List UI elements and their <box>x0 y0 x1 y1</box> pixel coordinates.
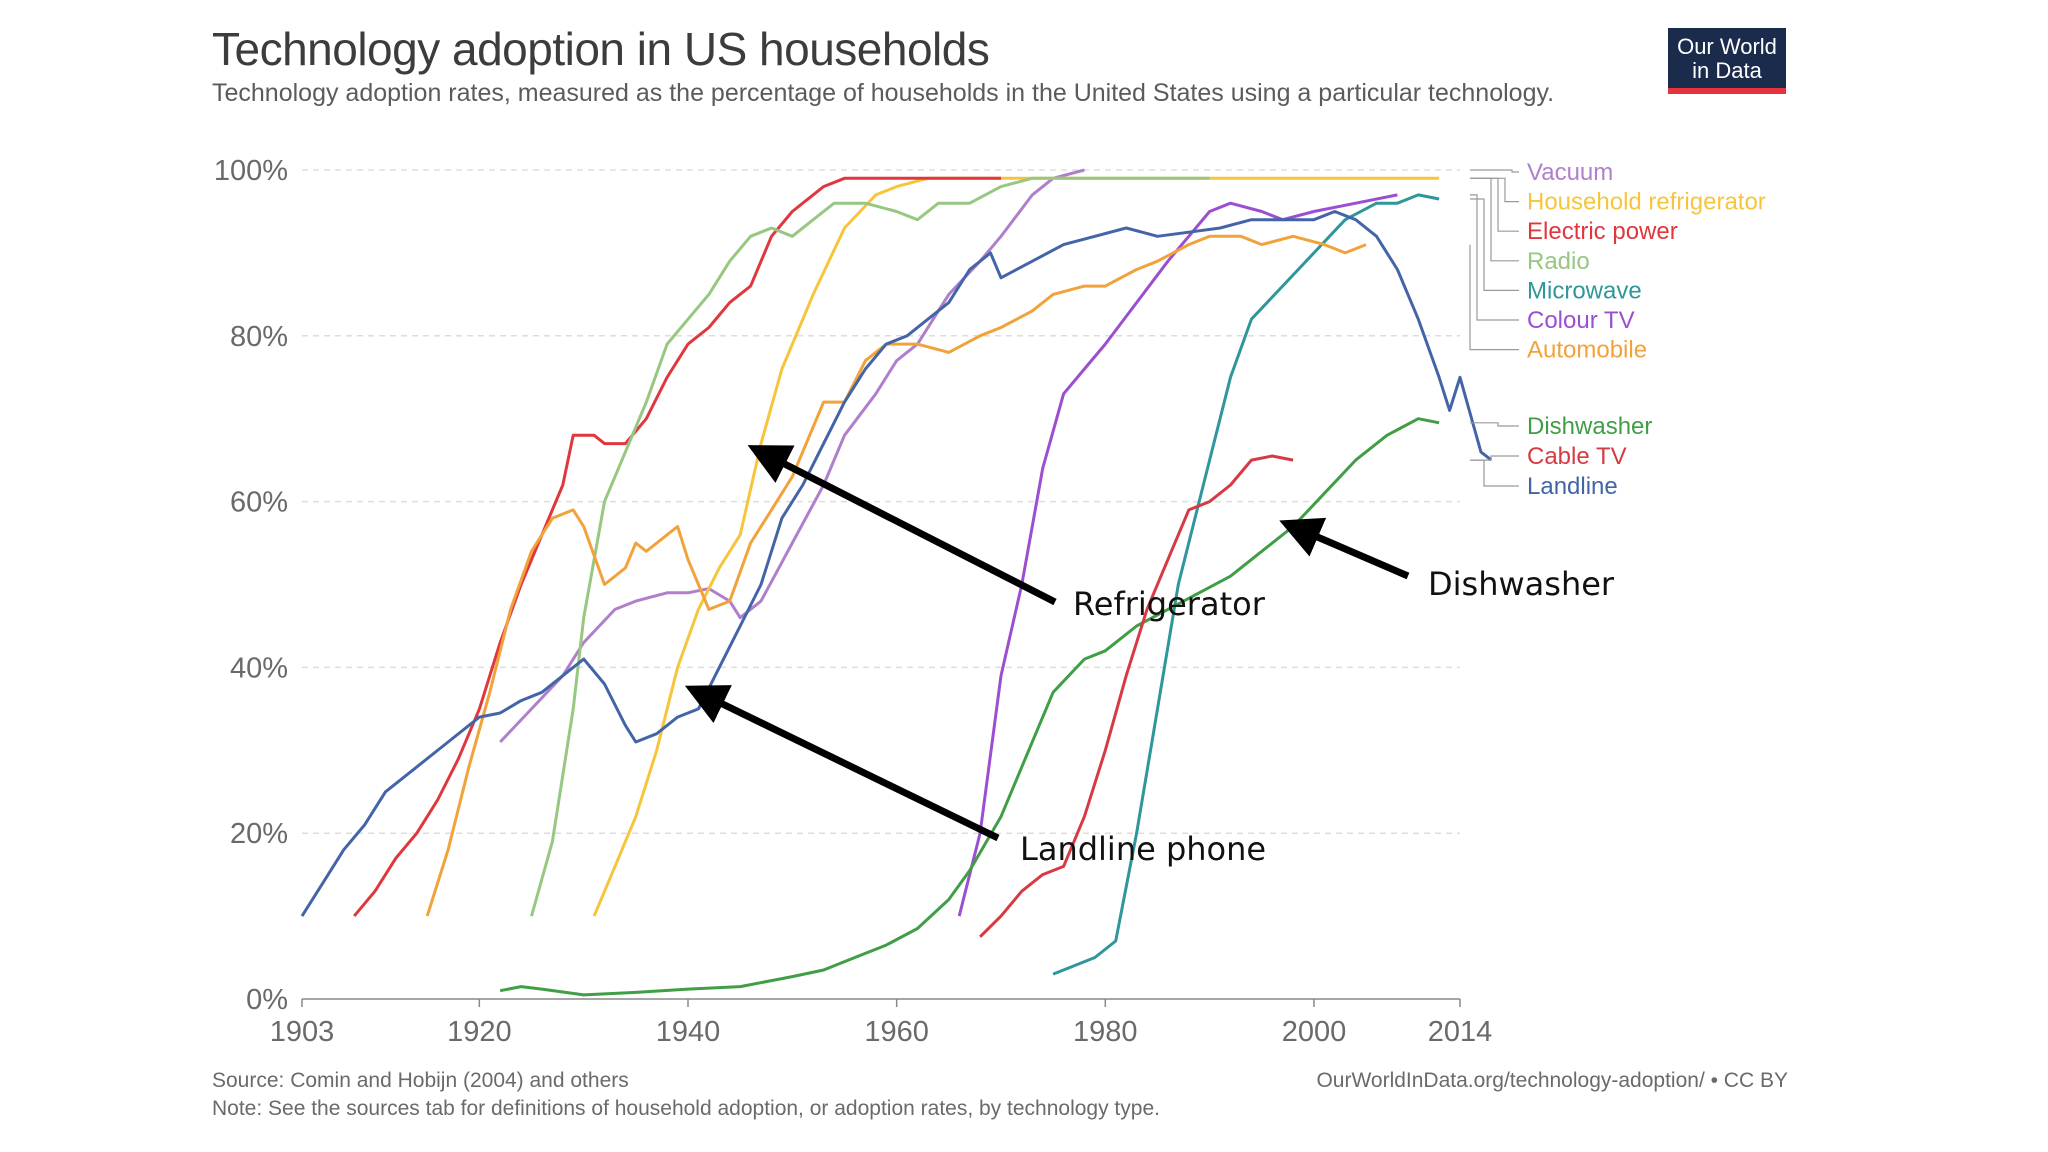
x-axis-ticks: 1903 1920 1940 1960 1980 2000 2014 <box>270 999 1493 1048</box>
annotation-label-landline-phone: Landline phone <box>1020 830 1266 868</box>
legend-label-radio[interactable]: Radio <box>1527 248 1590 275</box>
x-tick-label: 2000 <box>1282 1016 1347 1048</box>
y-tick-label: 20% <box>230 818 288 850</box>
y-tick-label: 100% <box>214 155 288 187</box>
legend-label-vacuum[interactable]: Vacuum <box>1527 159 1613 186</box>
legend-label-electric-power[interactable]: Electric power <box>1527 218 1678 245</box>
y-tick-label: 40% <box>230 652 288 684</box>
logo-line-1: Our World <box>1677 34 1777 59</box>
legend-leader-landline <box>1470 459 1519 487</box>
x-tick-label: 1940 <box>656 1016 721 1048</box>
legend-leader-vacuum <box>1470 169 1519 173</box>
x-tick-label: 2014 <box>1428 1016 1493 1048</box>
x-tick-label: 1960 <box>864 1016 929 1048</box>
grid-lines <box>302 169 1460 1000</box>
legend-label-household-refrigerator[interactable]: Household refrigerator <box>1527 189 1766 216</box>
annotations: Refrigerator Landline phone Dishwasher <box>684 445 1615 868</box>
annotation-arrow-landline-phone <box>684 685 1000 842</box>
series-line-automobile[interactable] <box>425 234 1367 917</box>
x-tick-label: 1920 <box>447 1016 512 1048</box>
annotation-arrow-dishwasher <box>1279 517 1410 580</box>
x-tick-label: 1980 <box>1073 1016 1138 1048</box>
legend-label-dishwasher[interactable]: Dishwasher <box>1527 413 1652 440</box>
y-tick-label: 80% <box>230 321 288 353</box>
owid-logo[interactable]: Our World in Data <box>1668 28 1786 94</box>
series-line-microwave[interactable] <box>1052 193 1440 976</box>
series-line-electric-power[interactable] <box>353 176 1001 918</box>
series-line-household-refrigerator[interactable] <box>592 176 1440 917</box>
chart-title: Technology adoption in US households <box>212 23 990 75</box>
annotation-arrow-refrigerator <box>747 445 1057 606</box>
note-text: Note: See the sources tab for definition… <box>212 1097 1160 1120</box>
legend-label-cable-tv[interactable]: Cable TV <box>1527 443 1627 470</box>
y-tick-label: 0% <box>246 984 288 1016</box>
source-text: Source: Comin and Hobijn (2004) and othe… <box>212 1069 629 1092</box>
legend-label-landline[interactable]: Landline <box>1527 473 1618 500</box>
series-line-dishwasher[interactable] <box>499 417 1440 997</box>
legend-leader-dishwasher <box>1470 422 1519 427</box>
annotation-label-refrigerator: Refrigerator <box>1073 585 1266 623</box>
source-link[interactable]: OurWorldInData.org/technology-adoption/ … <box>1316 1069 1788 1092</box>
y-axis-ticks: 0% 20% 40% 60% 80% 100% <box>214 155 288 1016</box>
annotation-label-dishwasher: Dishwasher <box>1428 565 1615 603</box>
chart-subtitle: Technology adoption rates, measured as t… <box>212 79 1555 107</box>
x-tick-label: 1903 <box>270 1016 335 1048</box>
legend-leader-automobile <box>1469 244 1519 351</box>
legend-leader-radio <box>1470 177 1519 262</box>
y-tick-label: 60% <box>230 487 288 519</box>
series-line-radio[interactable] <box>530 176 1210 917</box>
logo-line-2: in Data <box>1692 58 1762 83</box>
legend-label-automobile[interactable]: Automobile <box>1527 337 1647 364</box>
legend-label-microwave[interactable]: Microwave <box>1527 277 1642 304</box>
series-lines <box>300 168 1493 997</box>
legend-leader-cable-tv <box>1470 455 1519 461</box>
series-line-colour-tv[interactable] <box>957 193 1398 917</box>
legend-label-colour-tv[interactable]: Colour TV <box>1527 307 1635 334</box>
series-line-vacuum[interactable] <box>499 168 1085 744</box>
legend-leader-colour-tv <box>1470 194 1519 321</box>
series-line-cable-tv[interactable] <box>979 454 1294 938</box>
series-line-landline[interactable] <box>300 210 1493 917</box>
